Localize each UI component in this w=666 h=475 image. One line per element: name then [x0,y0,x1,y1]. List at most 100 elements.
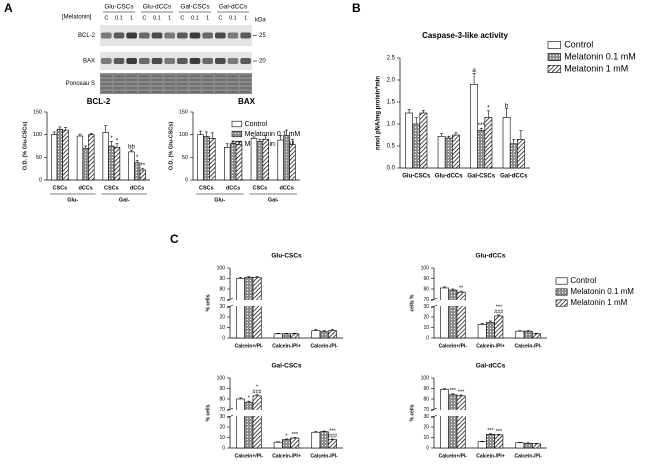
y-tick-label: 100 [421,265,430,271]
y-tick-label: 10 [219,325,225,331]
bar [102,132,109,181]
blot-stain [126,87,137,89]
blot-stain [113,91,125,93]
blot-stain [126,91,137,93]
blot-stain [240,87,251,89]
y-tick-label: 100 [179,132,188,138]
blot-stain [139,79,150,81]
axis-break-mark [226,304,234,309]
blot-band [189,58,201,64]
x-tick-label: CSCs [253,185,268,191]
blot-dose: 1 [168,15,171,21]
significance-mark: *** [496,429,503,435]
blot-stain [113,79,125,81]
significance-mark: * [136,155,139,161]
bar [290,333,300,339]
bar [494,434,504,449]
blot-dose: 1 [244,15,247,21]
blot-unit: kDa [255,18,266,24]
bar [282,333,291,339]
y-tick-label: 0 [426,335,429,341]
significance-mark: *** [487,428,494,434]
blot-band [139,58,150,64]
bar [437,136,446,169]
blot-stain [139,91,150,93]
bar [412,123,421,169]
blot-stain [151,87,163,89]
significance-mark: ### [253,389,263,395]
y-tick-label: 2.0 [387,78,396,84]
y-tick-label: 0 [185,177,188,183]
blot-stain [151,83,163,85]
blot-stain [202,91,213,93]
blot-band [126,58,137,64]
bar [494,315,504,339]
axis-break-mark [430,414,438,419]
bar [405,112,413,169]
blot-stain [189,87,201,89]
legend-label: Control [245,121,268,128]
x-tick-label: Calcein-/PI- [311,453,339,459]
bar [244,401,254,449]
group-label: Glu- [214,197,225,203]
bar [76,135,84,181]
blot-treatment: [Melatonin] [62,15,92,21]
blot-group: Glu-dCCs [143,4,172,11]
legend-label: Melatonin 0.1 mM [570,287,634,296]
bar [486,321,495,339]
blot-stain [101,79,112,81]
blot-stain [215,91,226,93]
blot-band [113,58,125,64]
legend-swatch [555,288,568,296]
blot-dose: 0.1 [229,15,237,21]
bar [509,143,518,169]
x-tick-label: Calcein-/PI- [311,343,339,349]
y-tick-label: 1.0 [387,122,396,128]
blot-stain [202,83,213,85]
chart-title: Caspase-3-like activity [422,31,508,40]
blot-dose: 1 [206,15,209,21]
blot-stain [101,75,112,77]
blot-stain [215,87,226,89]
y-tick-label: 100 [33,132,42,138]
blot-stain [139,75,150,77]
blot-stain [113,87,125,89]
bar [133,162,141,181]
legend-label: Melatonin 1 mM [245,141,295,148]
blot-stain [164,87,175,89]
bar [252,277,262,339]
blot-band [202,32,213,39]
x-tick-label: Calcein+/PI- [235,453,264,459]
axis-break-mark [430,304,438,309]
legend-label: Melatonin 1 mM [564,63,628,73]
blot-stain [189,83,201,85]
bar [262,138,270,181]
bar [128,151,135,181]
x-tick-label: Calcein+/PI- [235,343,264,349]
legend-swatch [555,299,568,307]
bar [517,139,525,169]
blot-stain [139,87,150,89]
bar [282,439,291,449]
significance-mark: *** [292,432,299,438]
blot-dose: 1 [130,15,133,21]
y-tick-label: 0.5 [387,144,396,150]
bar [244,277,254,339]
legend-swatch [547,41,561,49]
significance-mark: * [116,138,119,144]
bar [448,394,458,449]
axis-break-gap [226,410,345,416]
blot-band [164,58,175,64]
blot-row-label: Ponceau S [66,81,95,87]
bar [197,134,204,181]
significance-mark: ** [140,163,145,169]
bar [82,147,89,181]
blot-band [227,32,239,39]
bar [440,389,449,449]
blot-band [240,58,251,64]
bar [250,137,258,181]
x-tick-label: Calcein-/PI+ [476,453,505,459]
bar [515,442,525,449]
blot-band [113,32,125,39]
